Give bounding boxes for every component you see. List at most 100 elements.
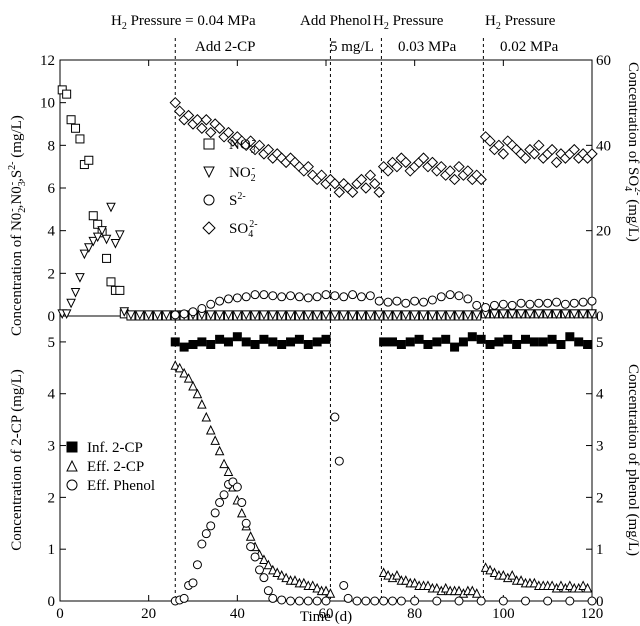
point-eff-phenol — [370, 596, 380, 606]
point-no2- — [161, 310, 172, 321]
point-no2- — [560, 309, 571, 319]
point-no3- — [66, 115, 76, 125]
point-eff-phenol — [277, 595, 287, 605]
top-right-tick-label: 20 — [596, 224, 611, 240]
point-inf-2-cp — [259, 334, 269, 344]
point-so42- — [417, 152, 430, 164]
point-eff-2-cp — [565, 580, 575, 590]
top-right-tick-label: 60 — [596, 53, 611, 69]
point-s2- — [560, 299, 570, 309]
point-inf-2-cp — [321, 334, 331, 344]
point-inf-2-cp — [565, 332, 575, 342]
point-eff-2-cp — [281, 572, 291, 583]
point-inf-2-cp — [583, 340, 593, 349]
point-so42- — [373, 186, 385, 198]
header-h2-pressure-003: H2 Pressure — [373, 13, 444, 32]
point-s2- — [472, 300, 482, 310]
point-inf-2-cp — [503, 334, 513, 344]
top-left-tick-label: 8 — [48, 138, 56, 154]
point-s2- — [188, 307, 198, 317]
phase-divider-lines — [174, 38, 484, 601]
point-eff-2-cp — [480, 562, 491, 572]
point-eff-phenol — [388, 596, 397, 606]
point-inf-2-cp — [574, 337, 584, 347]
top-legend-marker — [202, 221, 216, 235]
point-so42- — [448, 173, 461, 186]
top-right-tick-label: 0 — [596, 309, 604, 325]
top-left-tick-label: 0 — [48, 309, 56, 325]
point-so42- — [244, 135, 257, 147]
point-inf-2-cp — [232, 332, 242, 342]
point-so42- — [568, 143, 580, 156]
x-tick-label: 60 — [319, 606, 334, 622]
top-legend-label: SO42- — [229, 219, 258, 240]
bottom-legend-label: Inf. 2-CP — [87, 440, 143, 456]
point-s2- — [507, 300, 517, 310]
point-inf-2-cp — [512, 340, 522, 349]
point-inf-2-cp — [529, 337, 539, 347]
point-s2- — [578, 297, 588, 307]
point-no2- — [392, 310, 402, 321]
point-so42- — [364, 169, 377, 181]
point-eff-2-cp — [214, 445, 225, 456]
point-s2- — [321, 290, 331, 300]
point-eff-phenol — [294, 596, 304, 606]
top-legend-marker — [203, 194, 215, 206]
bottom-left-tick-label: 0 — [48, 594, 56, 610]
point-s2- — [232, 293, 242, 303]
point-eff-phenol — [396, 596, 406, 606]
point-s2- — [339, 292, 349, 302]
point-inf-2-cp — [303, 340, 313, 349]
bottom-legend-marker — [66, 479, 78, 491]
point-inf-2-cp — [215, 334, 225, 344]
point-eff-phenol — [215, 498, 225, 508]
point-no2- — [409, 310, 420, 321]
point-no3- — [84, 155, 94, 165]
point-s2- — [241, 292, 251, 302]
bottom-left-tick-label: 2 — [48, 490, 56, 506]
point-eff-phenol — [250, 552, 260, 562]
point-inf-2-cp — [206, 340, 216, 349]
legends: NO3- NO2- S2- SO42- Inf. 2-CP Eff. 2-CP Eff. P… — [66, 135, 258, 494]
point-eff-2-cp — [179, 367, 189, 378]
top-legend-label: S2- — [229, 191, 246, 209]
point-eff-2-cp — [259, 554, 269, 565]
point-eff-phenol — [454, 596, 464, 606]
point-no2- — [119, 307, 130, 317]
point-so42- — [191, 114, 204, 126]
point-no3- — [71, 123, 81, 133]
top-left-tick-label: 4 — [48, 224, 56, 240]
x-tick-label: 80 — [407, 606, 422, 622]
top-left-axis-title: Concentration of N02-,N03-,S2- (mg/L) — [7, 115, 28, 336]
point-eff-phenol — [330, 412, 340, 422]
point-eff-2-cp — [263, 559, 274, 570]
point-no2- — [383, 310, 393, 321]
point-no3- — [62, 89, 72, 99]
point-no2- — [285, 310, 296, 321]
point-eff-2-cp — [547, 580, 557, 590]
point-so42- — [400, 156, 412, 169]
point-so42- — [213, 122, 226, 134]
point-inf-2-cp — [197, 337, 207, 347]
point-s2- — [223, 294, 233, 304]
point-eff-2-cp — [272, 567, 283, 577]
point-no2- — [70, 288, 81, 298]
point-no2- — [79, 249, 90, 260]
point-so42- — [519, 152, 532, 164]
point-s2- — [206, 299, 216, 309]
point-so42- — [484, 135, 496, 147]
point-no3- — [115, 285, 125, 295]
point-s2- — [410, 296, 420, 306]
point-s2- — [427, 295, 437, 305]
point-no3- — [106, 277, 116, 287]
point-eff-phenol — [339, 580, 349, 590]
point-inf-2-cp — [432, 337, 442, 347]
point-eff-phenol — [263, 586, 273, 596]
point-s2- — [401, 298, 411, 308]
point-no2- — [152, 310, 163, 321]
point-no2- — [418, 310, 429, 321]
point-inf-2-cp — [547, 334, 557, 344]
point-s2- — [303, 293, 313, 303]
point-eff-2-cp — [489, 567, 500, 577]
bottom-left-axis-title: Concentration of 2-CP (mg/L) — [9, 369, 25, 551]
